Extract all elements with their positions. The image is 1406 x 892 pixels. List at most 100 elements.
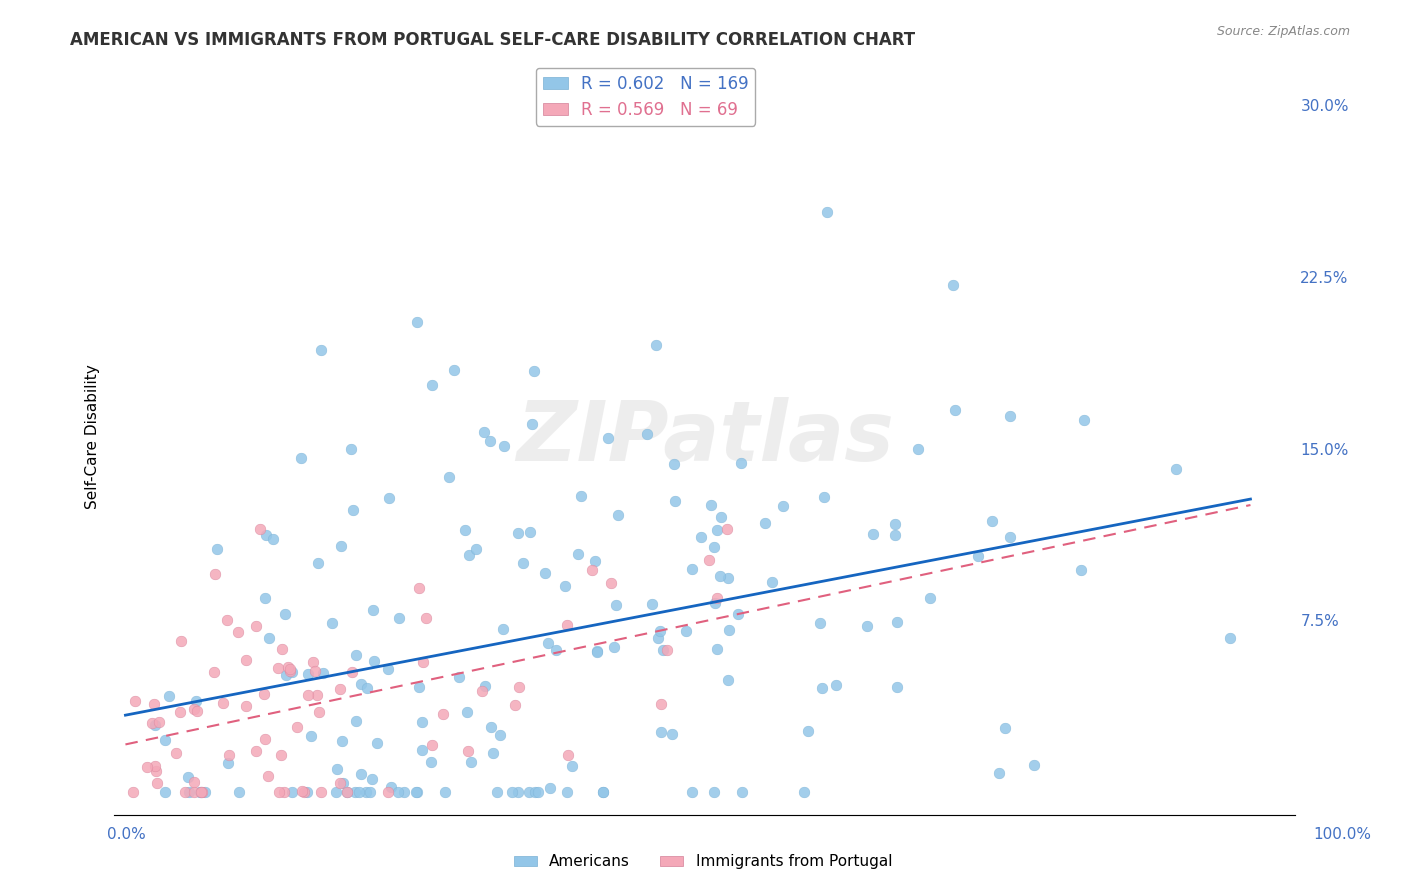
Point [354,785,377,799]
Point [280,785,302,799]
Point [1022,757,1045,772]
Point [143,759,166,773]
Point [808,615,831,630]
Point [453,523,475,537]
Point [508,680,530,694]
Point [942,278,965,293]
Point [534,566,557,580]
Point [388,611,411,625]
Point [523,785,546,799]
Point [506,785,529,799]
Point [537,636,560,650]
Point [811,681,834,695]
Point [994,721,1017,735]
Point [183,774,205,789]
Point [170,633,193,648]
Point [190,785,212,799]
Point [228,785,250,799]
Point [122,785,145,799]
Point [274,607,297,622]
Point [405,785,427,799]
Point [645,338,668,352]
Point [177,785,200,799]
Point [344,714,367,728]
Point [717,571,740,585]
Point [706,523,728,537]
Point [287,721,309,735]
Point [1000,529,1022,543]
Point [336,785,359,799]
Point [344,785,367,799]
Point [988,766,1011,780]
Point [301,655,323,669]
Point [259,632,281,646]
Point [652,643,675,657]
Point [432,706,454,721]
Point [412,655,434,669]
Point [797,724,820,739]
Point [606,508,628,522]
Point [380,780,402,794]
Point [596,431,619,445]
Point [169,706,191,720]
Point [907,442,929,456]
Point [235,698,257,713]
Point [458,548,481,562]
Point [271,642,294,657]
Point [326,762,349,776]
Point [329,682,352,697]
Point [411,714,433,729]
Point [602,640,624,655]
Point [706,642,728,657]
Point [731,785,754,799]
Point [661,727,683,741]
Text: AMERICAN VS IMMIGRANTS FROM PORTUGAL SELF-CARE DISABILITY CORRELATION CHART: AMERICAN VS IMMIGRANTS FROM PORTUGAL SEL… [70,31,915,49]
Point [485,785,508,799]
Point [262,532,284,546]
Point [269,785,291,799]
Point [408,581,430,595]
Point [406,785,429,799]
Point [256,769,278,783]
Point [561,758,583,772]
Point [1164,462,1187,476]
Point [506,526,529,541]
Point [824,678,846,692]
Point [420,738,443,752]
Point [761,574,783,589]
Point [592,785,614,799]
Point [299,729,322,743]
Point [349,767,371,781]
Point [862,526,884,541]
Point [439,469,461,483]
Point [650,724,672,739]
Point [245,744,267,758]
Point [344,648,367,662]
Point [215,613,238,627]
Point [145,776,167,790]
Point [347,785,370,799]
Point [377,785,399,799]
Point [186,704,208,718]
Point [489,727,512,741]
Point [297,688,319,702]
Point [557,747,579,762]
Point [392,785,415,799]
Point [1070,563,1092,577]
Point [717,673,740,687]
Point [218,748,240,763]
Point [267,661,290,675]
Point [336,785,359,799]
Point [998,409,1021,424]
Point [278,664,301,678]
Point [193,785,215,799]
Point [585,644,607,658]
Point [356,681,378,695]
Point [503,698,526,712]
Point [307,557,329,571]
Text: 0.0%: 0.0% [107,827,146,841]
Point [332,776,354,790]
Point [585,645,607,659]
Text: 100.0%: 100.0% [1313,827,1372,841]
Point [329,539,352,553]
